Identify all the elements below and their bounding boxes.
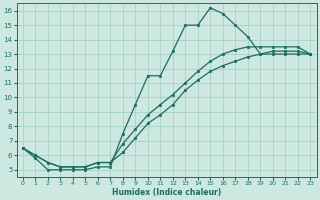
X-axis label: Humidex (Indice chaleur): Humidex (Indice chaleur) bbox=[112, 188, 221, 197]
